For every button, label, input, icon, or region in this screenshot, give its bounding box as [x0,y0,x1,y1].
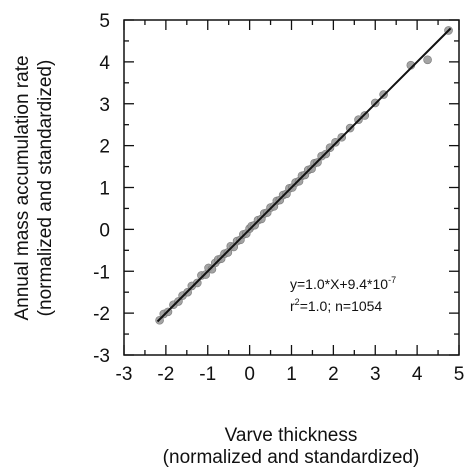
r-rest: =1.0; n=1054 [300,298,383,314]
x-axis-title-line1: Varve thickness [225,425,358,446]
y-tick-labels: -3 -2 -1 0 1 2 3 4 5 [93,11,110,367]
x-tick-label: 4 [412,364,423,385]
x-tick-label: 1 [286,364,297,385]
x-tick-label: -3 [116,364,133,385]
x-tick-label: 3 [370,364,381,385]
equation-main: y=1.0*X+9.4*10 [290,276,388,292]
x-tick-label: 0 [244,364,255,385]
x-tick-label: 5 [454,364,465,385]
x-axis-title-line2: (normalized and standardized) [163,447,420,467]
y-axis-title-line1: Annual mass accumulation rate [12,55,33,320]
tick-marks [123,19,460,356]
y-tick-label: 0 [99,220,110,241]
equation-exponent: -7 [388,275,396,285]
data-point [423,55,432,65]
y-axis-title-line2: (normalized and standardized) [35,60,56,317]
r-prefix: r [290,298,295,314]
y-tick-label: 3 [99,95,110,116]
y-tick-label: 5 [99,11,110,32]
equation-annotation: y=1.0*X+9.4*10-7 [290,275,396,292]
y-tick-label: -1 [93,262,110,283]
x-tick-label: 2 [328,364,339,385]
x-tick-label: -1 [199,364,216,385]
y-tick-label: -3 [93,346,110,367]
r-exponent: 2 [295,297,300,307]
y-tick-label: 1 [99,179,110,200]
r-squared-annotation: r2=1.0; n=1054 [290,297,382,314]
fit-line [156,27,452,323]
y-tick-label: -2 [93,304,110,325]
y-tick-label: 4 [99,53,110,74]
x-tick-labels: -3 -2 -1 0 1 2 3 4 5 [116,364,465,385]
y-tick-label: 2 [99,137,110,158]
x-tick-label: -2 [157,364,174,385]
